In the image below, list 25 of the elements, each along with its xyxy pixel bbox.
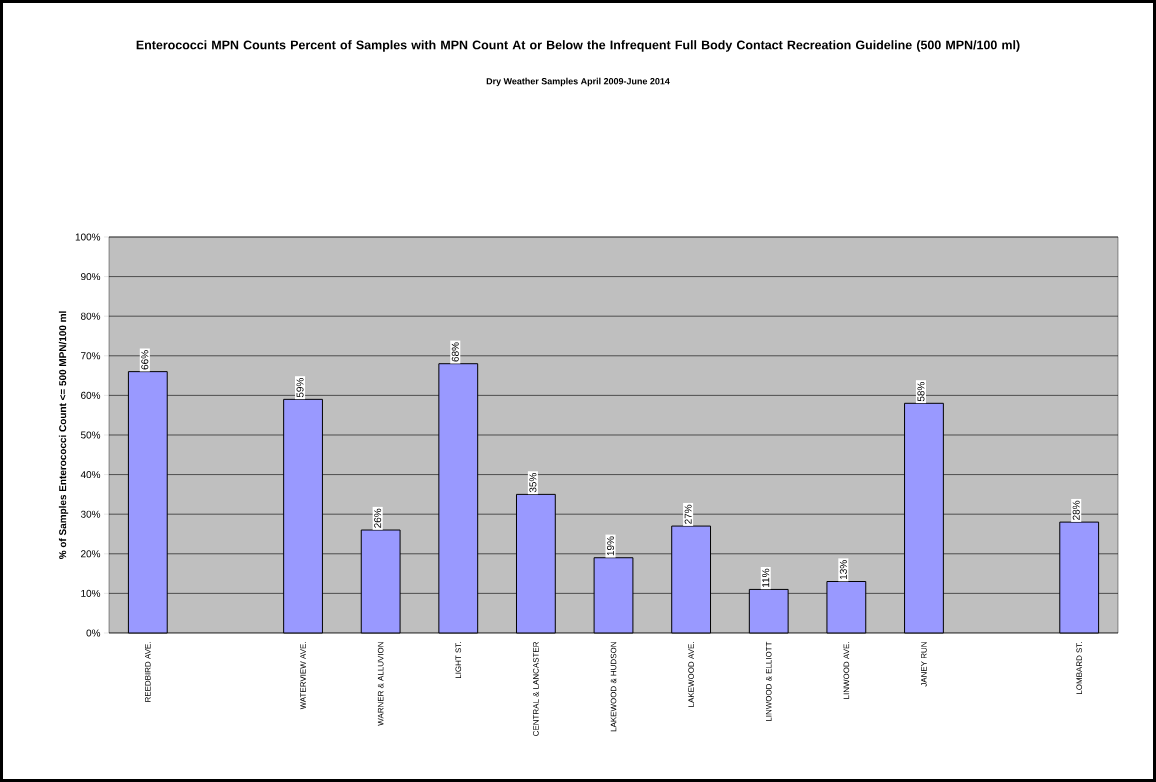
data-label: 26% [374, 508, 382, 528]
y-tick-label: 60% [81, 391, 101, 399]
data-label: 11% [762, 568, 770, 587]
y-tick-label: 50% [80, 431, 101, 439]
chart-subtitle: Dry Weather Samples April 2009-June 2014 [486, 77, 670, 87]
y-tick-label: 80% [80, 312, 101, 320]
data-label: 13% [839, 560, 847, 580]
chart-title: Enterococci MPN Counts Percent of Samples with MPN Count At or Below the Infrequent Full Body Contact Recreation Guideline (500 MPN/100 ml) [136, 40, 1020, 52]
data-label: 35% [529, 473, 537, 493]
y-tick-label: 0% [86, 629, 101, 637]
data-label: 28% [1072, 500, 1080, 520]
y-tick-label: 40% [80, 471, 101, 479]
data-label: 59% [296, 378, 304, 398]
y-tick-label: 90% [81, 273, 101, 281]
y-axis-title: % of Samples Enterococci Count <= 500 MPN/100 ml [58, 311, 69, 560]
y-tick-label: 30% [80, 510, 101, 518]
y-tick-label: 70% [81, 352, 101, 360]
data-label: 66% [141, 350, 149, 370]
data-label: 19% [606, 536, 615, 556]
y-tick-label: 20% [81, 550, 101, 558]
data-label: 68% [451, 342, 459, 362]
data-label: 27% [684, 504, 692, 524]
y-tick-label: 100% [75, 233, 101, 241]
data-label: 58% [917, 382, 925, 402]
y-tick-label: 10% [81, 589, 101, 597]
